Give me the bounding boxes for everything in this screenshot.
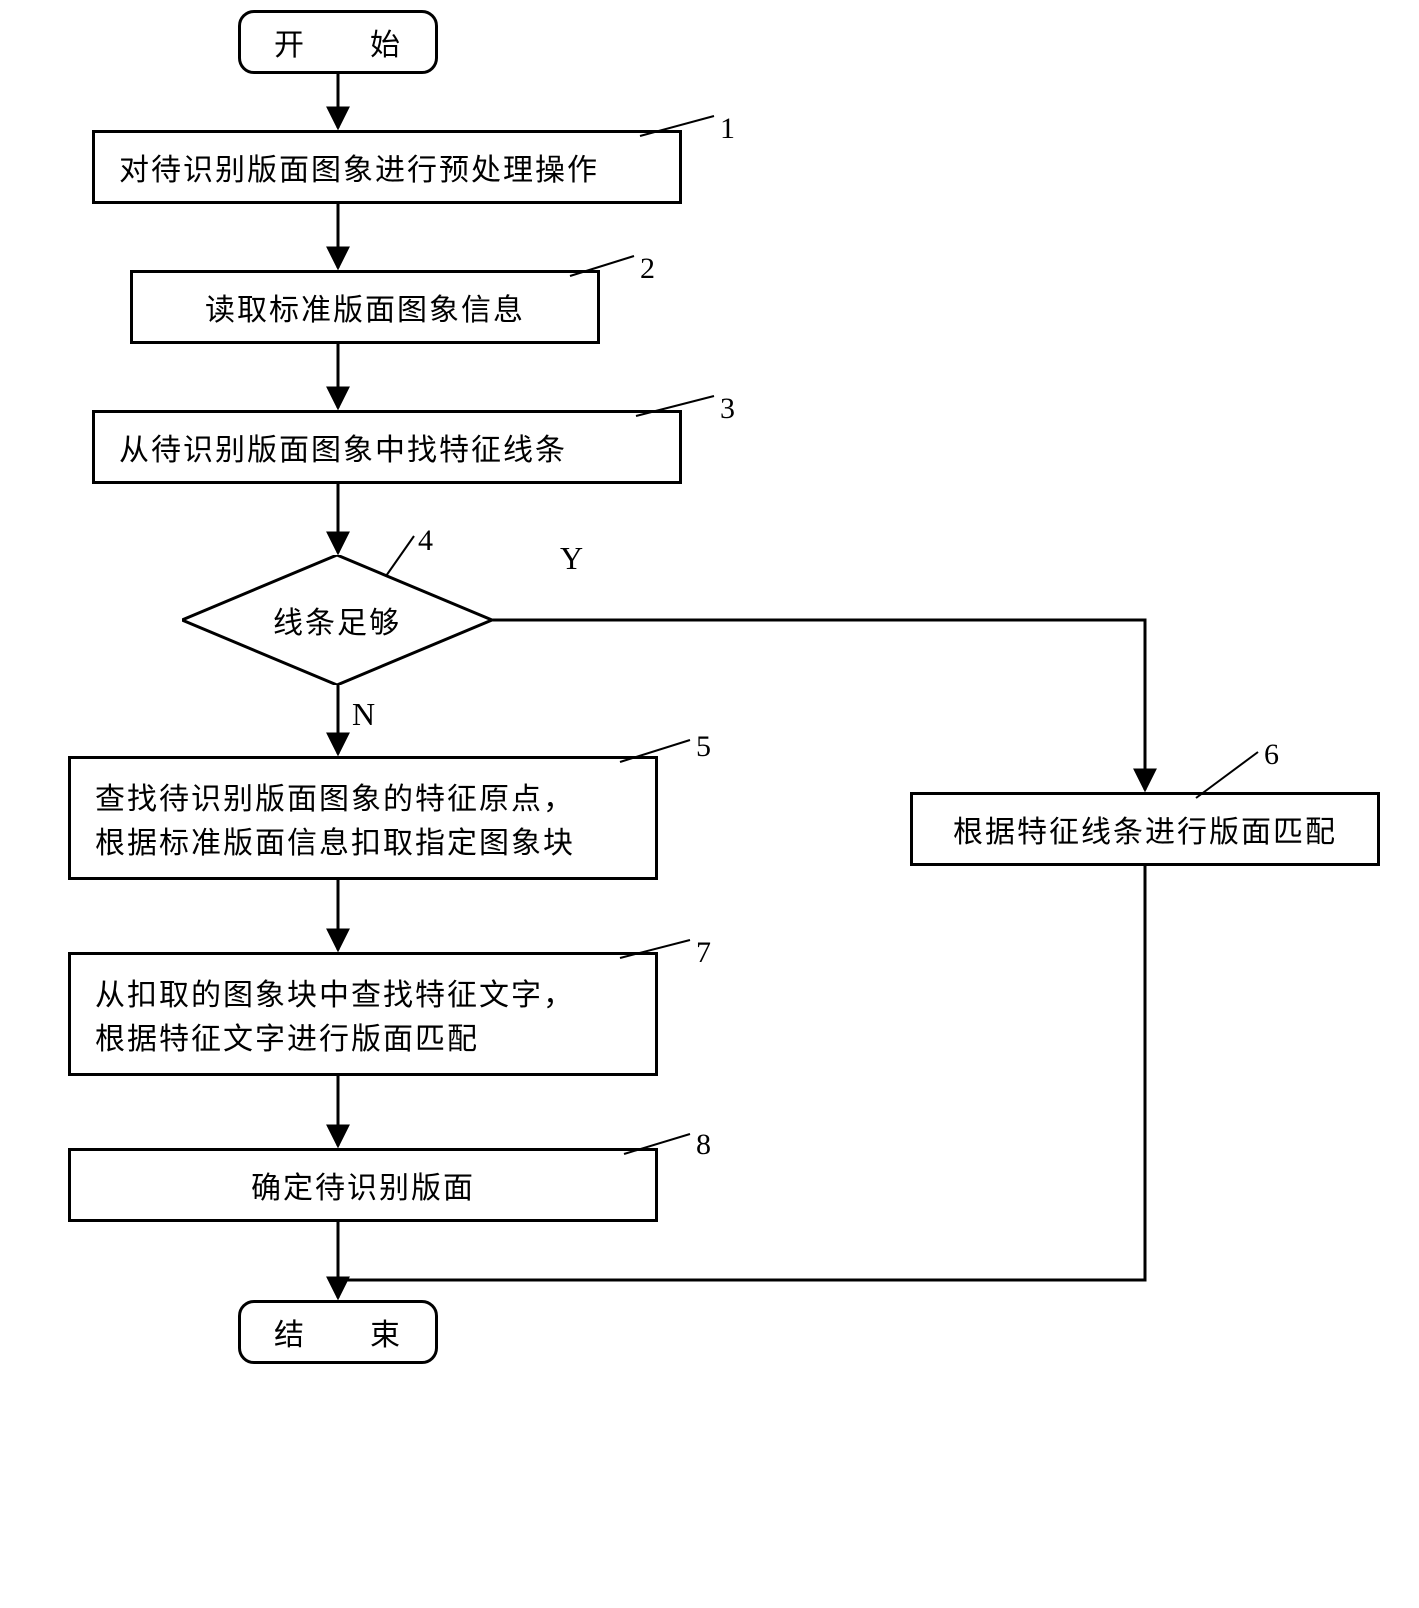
- node-3-label: 从待识别版面图象中找特征线条: [95, 415, 679, 479]
- node-2-num: 2: [640, 252, 655, 286]
- node-1-label: 对待识别版面图象进行预处理操作: [95, 135, 679, 199]
- node-7-label-1: 从扣取的图象块中查找特征文字，: [95, 970, 631, 1014]
- node-6: 根据特征线条进行版面匹配: [910, 792, 1380, 866]
- node-6-num: 6: [1264, 738, 1279, 772]
- node-7-text: 从扣取的图象块中查找特征文字， 根据特征文字进行版面匹配: [71, 960, 655, 1068]
- node-8: 确定待识别版面: [68, 1148, 658, 1222]
- node-start: 开 始: [238, 10, 438, 74]
- node-3: 从待识别版面图象中找特征线条: [92, 410, 682, 484]
- node-8-num: 8: [696, 1128, 711, 1162]
- node-start-label: 开 始: [274, 20, 402, 64]
- node-7-label-2: 根据特征文字进行版面匹配: [95, 1014, 631, 1058]
- node-5-text: 查找待识别版面图象的特征原点， 根据标准版面信息扣取指定图象块: [71, 764, 655, 872]
- node-7: 从扣取的图象块中查找特征文字， 根据特征文字进行版面匹配: [68, 952, 658, 1076]
- node-5-label-2: 根据标准版面信息扣取指定图象块: [95, 818, 631, 862]
- decision-no: N: [352, 696, 375, 733]
- decision-yes: Y: [560, 540, 583, 577]
- node-2-label: 读取标准版面图象信息: [133, 275, 597, 339]
- node-5-num: 5: [696, 730, 711, 764]
- node-end-label: 结 束: [274, 1310, 402, 1354]
- node-decision: 线条足够: [182, 555, 492, 685]
- node-8-label: 确定待识别版面: [71, 1153, 655, 1217]
- node-5-label-1: 查找待识别版面图象的特征原点，: [95, 774, 631, 818]
- node-dec-num: 4: [418, 524, 433, 558]
- node-6-label: 根据特征线条进行版面匹配: [913, 797, 1377, 861]
- node-2: 读取标准版面图象信息: [130, 270, 600, 344]
- node-7-num: 7: [696, 936, 711, 970]
- node-5: 查找待识别版面图象的特征原点， 根据标准版面信息扣取指定图象块: [68, 756, 658, 880]
- node-1-num: 1: [720, 112, 735, 146]
- flowchart-container: 开 始 对待识别版面图象进行预处理操作 1 读取标准版面图象信息 2 从待识别版…: [0, 0, 1419, 1608]
- node-end: 结 束: [238, 1300, 438, 1364]
- decision-label: 线条足够: [273, 598, 401, 642]
- node-3-num: 3: [720, 392, 735, 426]
- node-1: 对待识别版面图象进行预处理操作: [92, 130, 682, 204]
